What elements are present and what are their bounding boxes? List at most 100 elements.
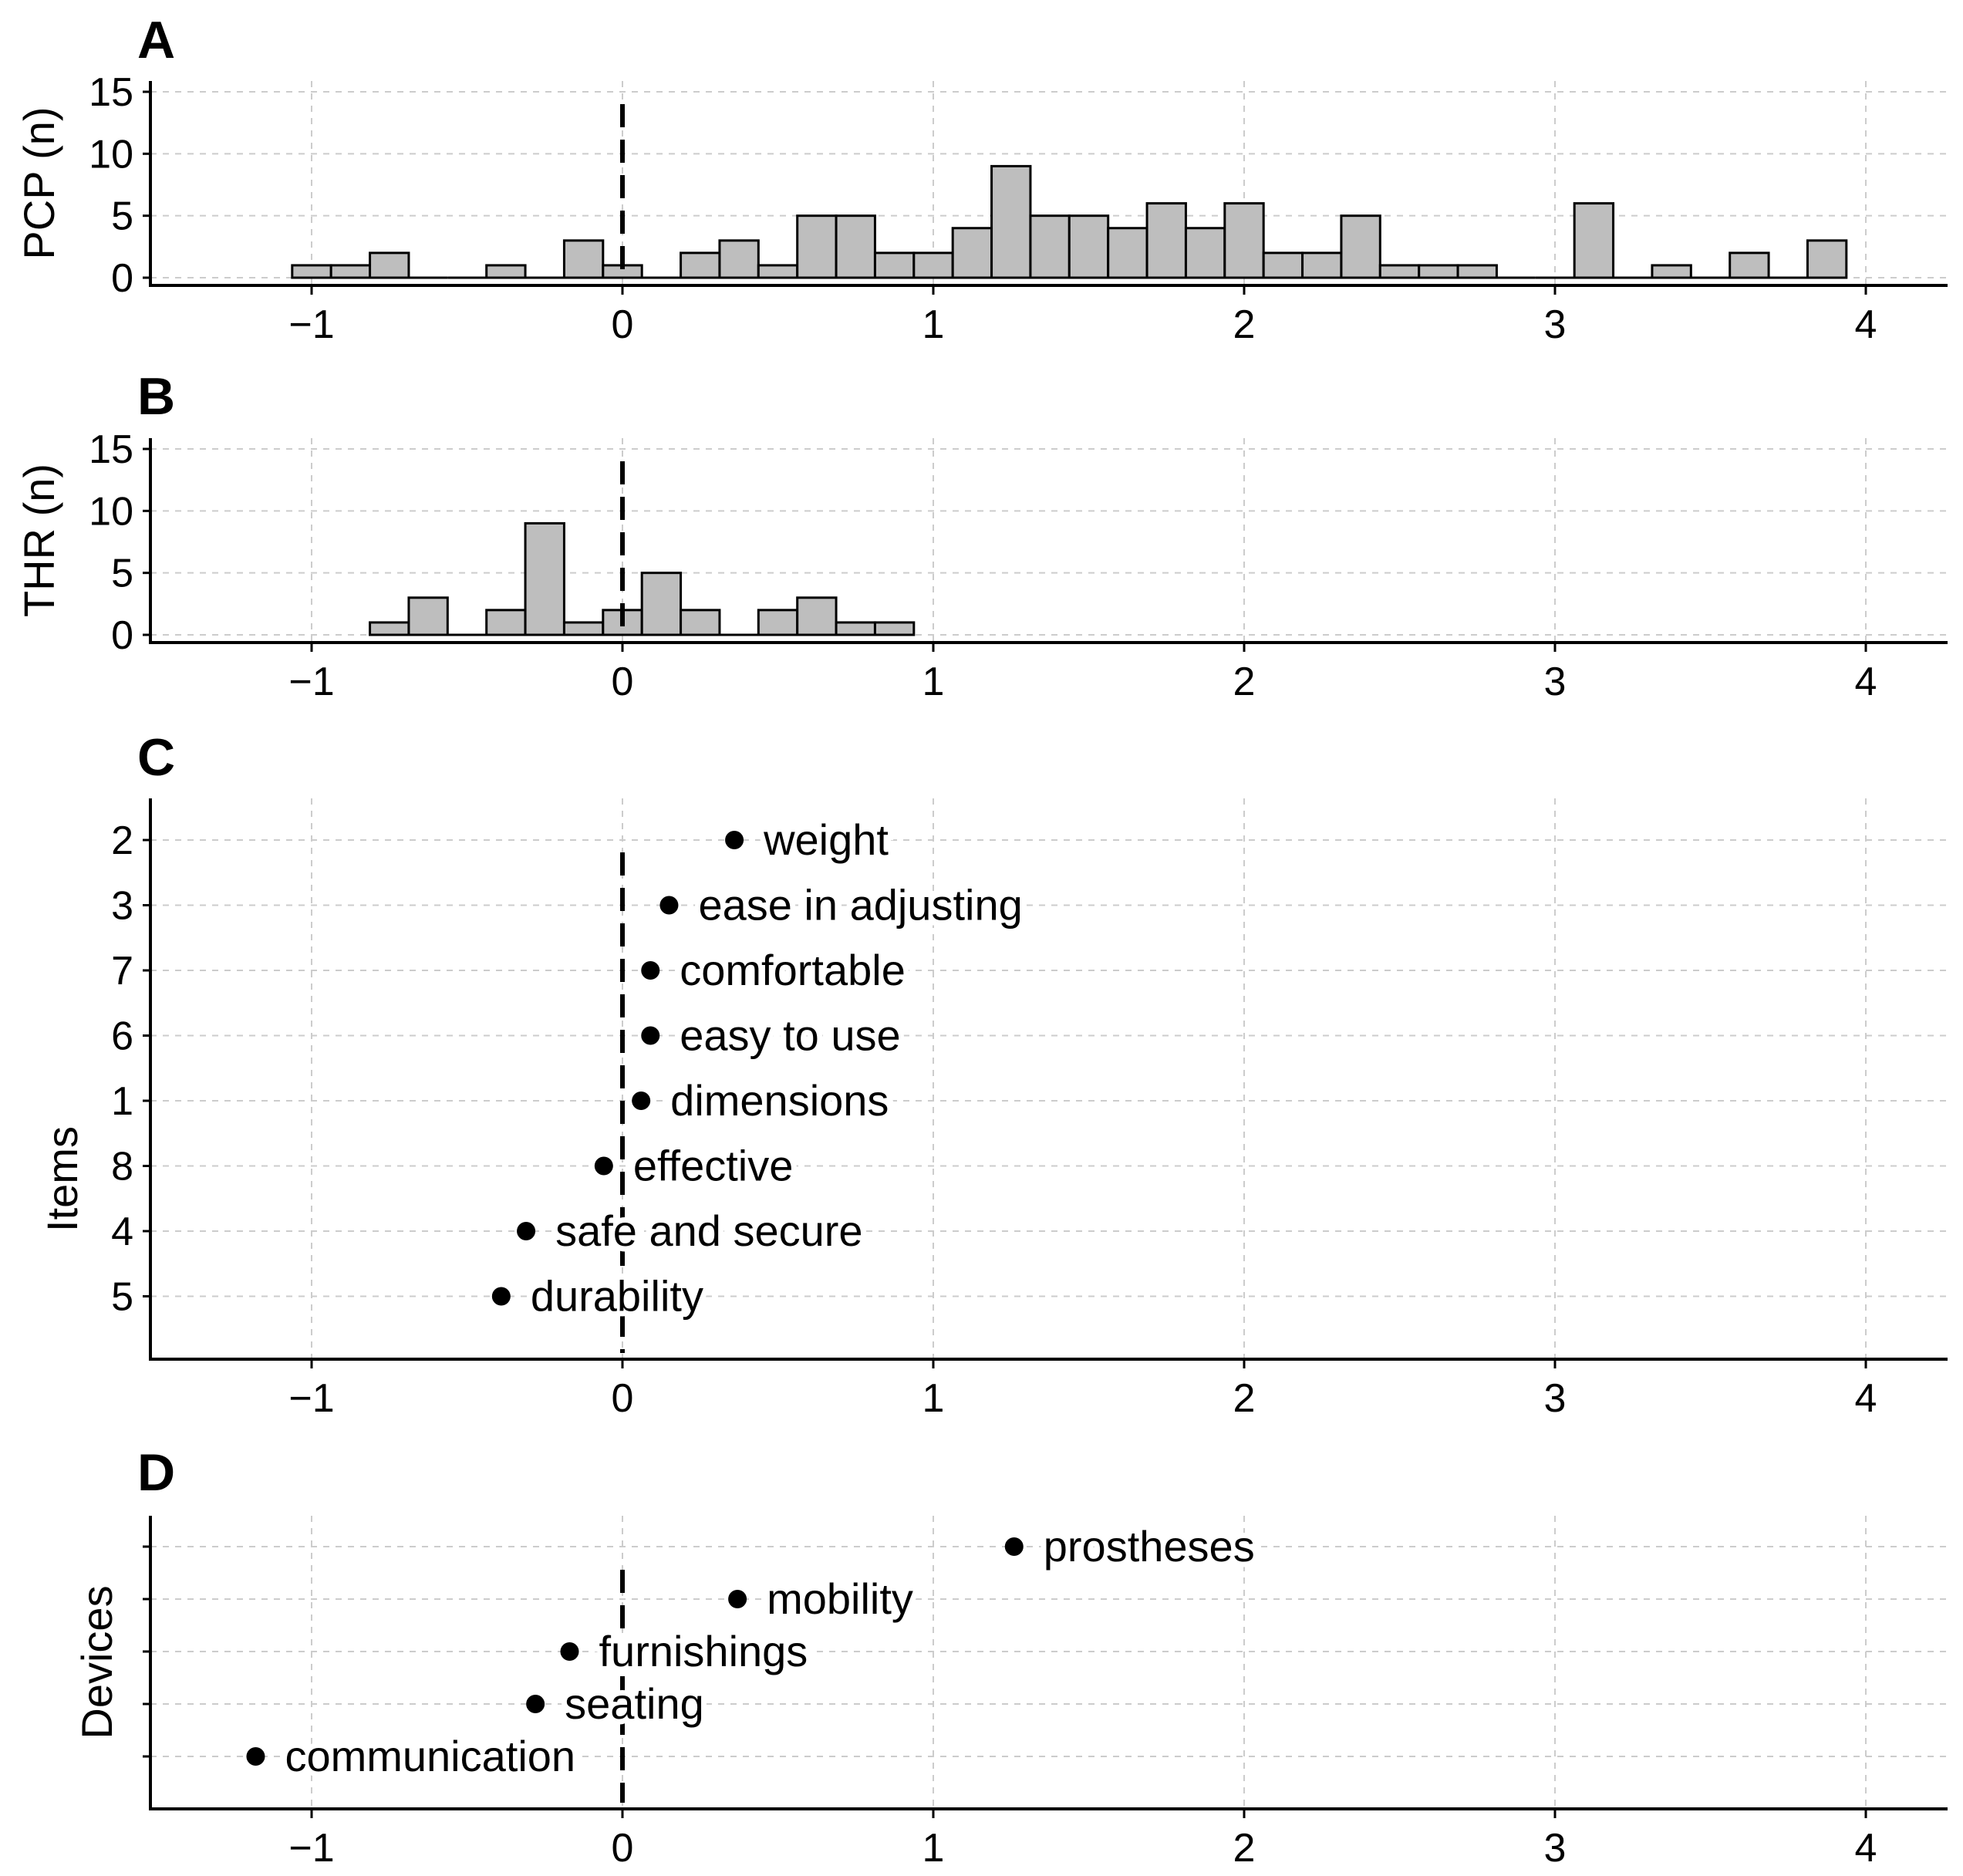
y-tick-label: 15 xyxy=(89,70,133,115)
x-tick-label: 2 xyxy=(1233,302,1256,347)
y-tick-label: 0 xyxy=(111,256,133,301)
y-tick-label: 4 xyxy=(111,1210,133,1254)
histogram-bar xyxy=(757,264,799,279)
data-point xyxy=(517,1222,536,1240)
histogram-bar xyxy=(1145,202,1187,279)
histogram-bar xyxy=(873,251,916,279)
x-tick-label: 1 xyxy=(922,1826,945,1871)
point-label: communication xyxy=(285,1732,575,1780)
histogram-bar xyxy=(951,227,993,279)
histogram-bar xyxy=(912,251,954,279)
y-tick-label: 7 xyxy=(111,949,133,994)
histogram-bar xyxy=(1184,227,1226,279)
y-tick-label: 5 xyxy=(111,552,133,596)
point-label: furnishings xyxy=(599,1627,808,1675)
x-tick-label: 4 xyxy=(1855,1826,1877,1871)
panel-letter: C xyxy=(137,728,175,787)
data-point xyxy=(491,1287,511,1306)
y-axis-title: Devices xyxy=(73,1585,121,1739)
x-tick-label: −1 xyxy=(288,1826,334,1871)
histogram-bar xyxy=(990,164,1032,279)
y-tick-label: 6 xyxy=(111,1014,133,1059)
histogram-bar xyxy=(329,264,372,279)
histogram-bar xyxy=(1573,202,1615,279)
histogram-bar xyxy=(1729,251,1770,279)
point-label: prostheses xyxy=(1044,1522,1255,1571)
y-tick-label: 10 xyxy=(89,489,133,534)
x-tick-label: 0 xyxy=(612,302,634,347)
x-tick-label: 0 xyxy=(612,1826,634,1871)
histogram-bar xyxy=(562,239,605,279)
histogram-bar xyxy=(562,621,605,636)
data-point xyxy=(632,1092,651,1110)
x-tick-label: 1 xyxy=(922,1376,945,1421)
panel-letter: B xyxy=(137,367,175,426)
histogram-bar xyxy=(1456,264,1498,279)
y-tick-label: 10 xyxy=(89,132,133,177)
y-axis-title: PCP (n) xyxy=(15,106,63,259)
x-tick-label: 3 xyxy=(1544,660,1567,704)
histogram-bar xyxy=(407,596,449,636)
data-point xyxy=(641,961,660,980)
point-label: safe and secure xyxy=(555,1206,862,1255)
x-tick-label: 2 xyxy=(1233,1376,1256,1421)
panel-letter: D xyxy=(137,1443,175,1502)
histogram-bar xyxy=(873,621,916,636)
x-tick-label: 2 xyxy=(1233,1826,1256,1871)
y-tick-label: 5 xyxy=(111,1275,133,1320)
y-tick-label: 2 xyxy=(111,818,133,863)
point-label: comfortable xyxy=(680,946,906,994)
histogram-bar xyxy=(1223,202,1265,279)
data-point xyxy=(594,1156,613,1176)
histogram-bar xyxy=(1029,214,1071,279)
x-tick-label: 3 xyxy=(1544,1376,1567,1421)
data-point xyxy=(1004,1537,1024,1556)
histogram-bar xyxy=(680,251,721,279)
data-point xyxy=(560,1642,579,1661)
point-label: durability xyxy=(531,1272,703,1321)
data-point xyxy=(526,1695,545,1713)
histogram-bar xyxy=(835,214,876,279)
point-label: easy to use xyxy=(680,1011,900,1060)
histogram-bar xyxy=(1068,214,1110,279)
x-tick-label: 4 xyxy=(1855,302,1877,347)
data-point xyxy=(725,831,744,849)
panel-letter: A xyxy=(137,11,175,69)
y-tick-label: 0 xyxy=(111,613,133,658)
x-tick-label: 4 xyxy=(1855,1376,1877,1421)
histogram-bar xyxy=(835,621,876,636)
histogram-bar xyxy=(369,621,410,636)
y-tick-label: 15 xyxy=(89,427,133,472)
x-tick-label: 3 xyxy=(1544,1826,1567,1871)
y-tick-label: 1 xyxy=(111,1079,133,1124)
x-tick-label: −1 xyxy=(288,1376,334,1421)
histogram-bar xyxy=(1107,227,1148,279)
histogram-bar xyxy=(640,572,683,636)
x-tick-label: 0 xyxy=(612,1376,634,1421)
point-label: dimensions xyxy=(670,1076,889,1125)
x-tick-label: 2 xyxy=(1233,660,1256,704)
x-tick-label: 1 xyxy=(922,660,945,704)
x-tick-label: 4 xyxy=(1855,660,1877,704)
histogram-bar xyxy=(796,214,838,279)
histogram-bar xyxy=(524,521,565,636)
histogram-bar xyxy=(1301,251,1343,279)
x-tick-label: −1 xyxy=(288,660,334,704)
histogram-bar xyxy=(1340,214,1381,279)
x-tick-label: 3 xyxy=(1544,302,1567,347)
point-label: weight xyxy=(763,815,889,864)
data-point xyxy=(659,896,679,915)
histogram-bar xyxy=(485,264,527,279)
point-label: seating xyxy=(565,1679,704,1728)
histogram-bar xyxy=(1806,239,1848,279)
histogram-bar xyxy=(291,264,332,279)
histogram-bar xyxy=(757,609,799,636)
y-tick-label: 5 xyxy=(111,194,133,239)
histogram-bar xyxy=(1651,264,1692,279)
histogram-bar xyxy=(1378,264,1421,279)
x-tick-label: 0 xyxy=(612,660,634,704)
x-tick-label: 1 xyxy=(922,302,945,347)
